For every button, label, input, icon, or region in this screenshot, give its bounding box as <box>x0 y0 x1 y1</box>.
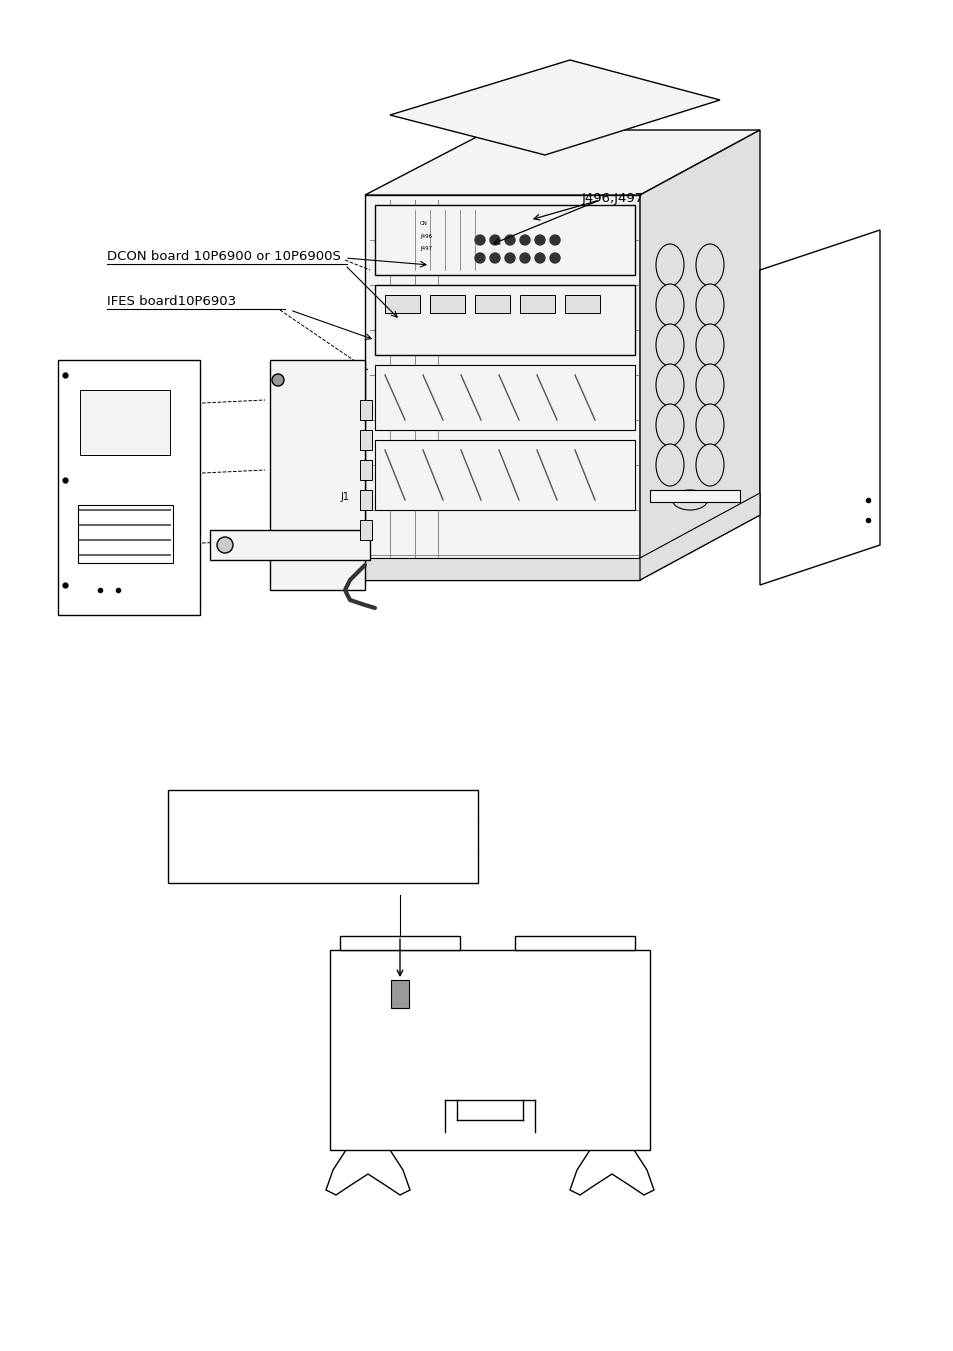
Text: J497: J497 <box>419 246 432 251</box>
Circle shape <box>216 536 233 553</box>
Polygon shape <box>375 285 635 355</box>
Bar <box>430 295 464 313</box>
Bar <box>475 295 510 313</box>
Circle shape <box>475 253 484 263</box>
Ellipse shape <box>656 284 683 326</box>
Polygon shape <box>639 493 760 580</box>
Bar <box>359 459 372 480</box>
Polygon shape <box>365 558 639 580</box>
Ellipse shape <box>696 284 723 326</box>
Ellipse shape <box>696 324 723 366</box>
Ellipse shape <box>672 490 707 509</box>
Bar <box>330 950 649 1150</box>
Ellipse shape <box>696 363 723 407</box>
Bar <box>359 520 372 540</box>
Ellipse shape <box>656 404 683 446</box>
Ellipse shape <box>696 404 723 446</box>
Ellipse shape <box>656 444 683 486</box>
Text: CN: CN <box>419 222 428 226</box>
Text: IFES board10P6903: IFES board10P6903 <box>107 295 236 308</box>
Circle shape <box>490 253 499 263</box>
Circle shape <box>550 253 559 263</box>
Circle shape <box>504 253 515 263</box>
Text: J496,J497: J496,J497 <box>581 192 643 205</box>
Circle shape <box>550 235 559 245</box>
Polygon shape <box>58 359 200 615</box>
Text: DCON board 10P6900 or 10P6900S: DCON board 10P6900 or 10P6900S <box>107 250 340 263</box>
Polygon shape <box>390 59 720 155</box>
Bar <box>519 295 555 313</box>
Circle shape <box>272 374 284 386</box>
Bar <box>359 400 372 420</box>
Circle shape <box>504 235 515 245</box>
Polygon shape <box>760 230 879 585</box>
Circle shape <box>490 235 499 245</box>
Circle shape <box>535 235 544 245</box>
Polygon shape <box>375 440 635 509</box>
Ellipse shape <box>656 324 683 366</box>
Circle shape <box>519 253 530 263</box>
Bar <box>391 979 409 1008</box>
Polygon shape <box>375 205 635 276</box>
Bar <box>359 490 372 509</box>
Circle shape <box>519 235 530 245</box>
Polygon shape <box>326 1150 410 1196</box>
Ellipse shape <box>656 245 683 286</box>
Polygon shape <box>639 130 760 580</box>
Ellipse shape <box>696 245 723 286</box>
Bar <box>339 936 459 950</box>
Ellipse shape <box>696 444 723 486</box>
Bar <box>359 430 372 450</box>
Bar <box>564 295 599 313</box>
Bar <box>80 390 170 455</box>
Circle shape <box>475 235 484 245</box>
Ellipse shape <box>656 363 683 407</box>
Bar <box>385 295 419 313</box>
Text: J496: J496 <box>419 234 432 239</box>
Bar <box>649 490 740 503</box>
Bar <box>168 790 477 884</box>
Polygon shape <box>210 530 370 561</box>
Bar <box>78 505 172 563</box>
Polygon shape <box>365 130 760 195</box>
Polygon shape <box>270 359 365 590</box>
Polygon shape <box>569 1150 654 1196</box>
Text: J1: J1 <box>339 492 349 503</box>
Polygon shape <box>375 365 635 430</box>
Polygon shape <box>365 195 639 580</box>
Bar <box>515 936 635 950</box>
Circle shape <box>535 253 544 263</box>
